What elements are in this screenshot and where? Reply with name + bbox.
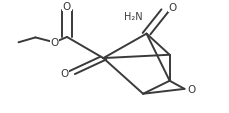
Text: O: O (50, 38, 58, 48)
Text: O: O (167, 3, 175, 13)
Text: O: O (60, 68, 68, 78)
Text: O: O (63, 2, 71, 12)
Text: O: O (186, 84, 195, 94)
Text: H₂N: H₂N (123, 12, 142, 21)
